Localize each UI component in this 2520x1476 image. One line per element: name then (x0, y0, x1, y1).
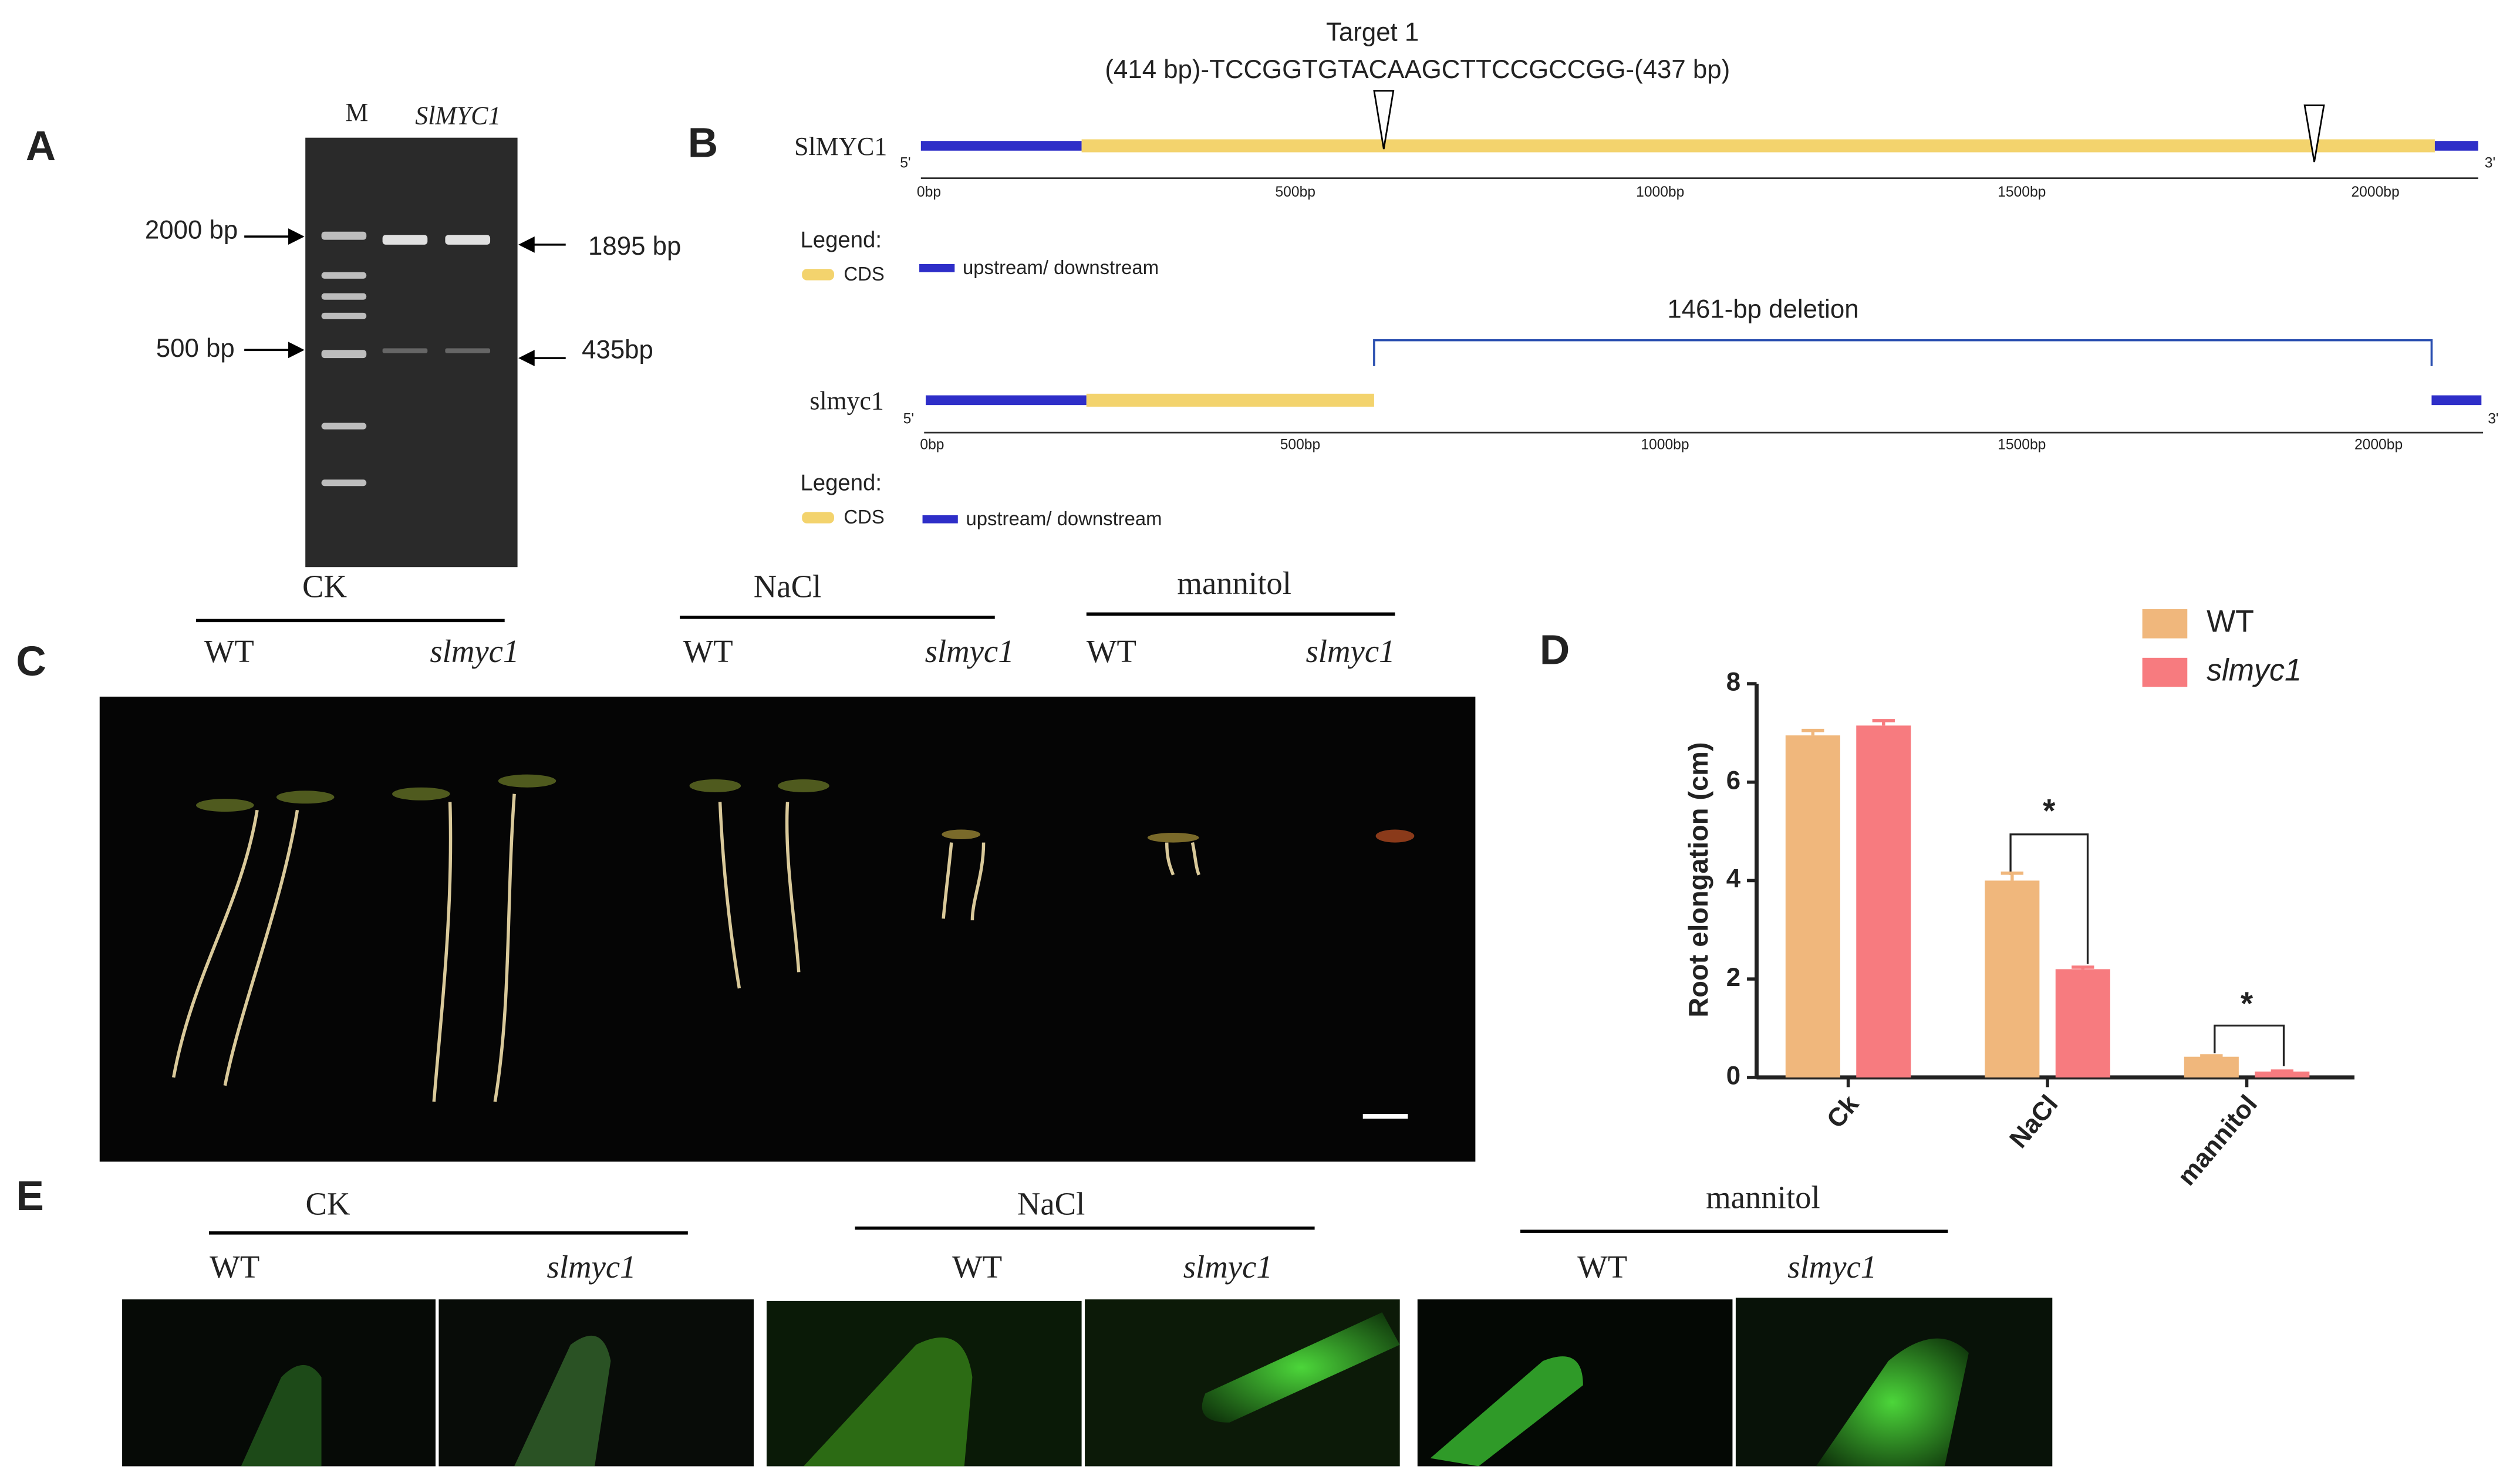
group-label: NaCl (1017, 1185, 1085, 1221)
size-label: 500 bp (156, 334, 235, 363)
fluorescence-panel: CK WT slmyc1 NaCl WT slmyc1 mannitol WT … (122, 1179, 2053, 1467)
panel-label: A (26, 123, 56, 170)
panel-label: D (1540, 626, 1570, 673)
legend-text: CDS (844, 263, 884, 285)
size-label: 2000 bp (145, 215, 238, 244)
target-sequence: (414 bp)-TCCGGTGTACAAGCTTCCGCCGG-(437 bp… (1105, 55, 1730, 84)
group-label: NaCl (754, 568, 822, 604)
axis-tick-label: 500bp (1280, 437, 1320, 453)
size-label: 1895 bp (588, 232, 681, 261)
panel-label: E (16, 1173, 43, 1220)
genotype-label: WT (1087, 633, 1136, 669)
genotype-label: WT (210, 1249, 259, 1285)
group-label: CK (302, 568, 347, 604)
y-tick-label: 4 (1726, 864, 1741, 893)
prime-label: 3' (2488, 411, 2498, 427)
legend-title: Legend: (800, 227, 882, 252)
legend-label: WT (2207, 605, 2254, 639)
group-label: mannitol (1706, 1179, 1820, 1215)
y-axis-label: Root elongation (cm) (1683, 742, 1713, 1018)
bar (1856, 725, 1911, 1078)
legend-title: Legend: (800, 471, 882, 496)
legend-text: upstream/ downstream (963, 256, 1159, 278)
prime-label: 3' (2485, 155, 2495, 171)
bar (1985, 880, 2040, 1078)
axis-tick-label: 1500bp (1998, 184, 2046, 200)
legend-label: slmyc1 (2207, 653, 2302, 687)
y-tick-label: 0 (1726, 1061, 1740, 1090)
significance-label: * (2043, 792, 2056, 829)
panel-label: B (688, 119, 718, 166)
axis-tick-label: 2000bp (2354, 437, 2403, 453)
genotype-label: slmyc1 (1787, 1249, 1877, 1285)
y-tick-label: 6 (1726, 766, 1740, 795)
target-title: Target 1 (1326, 18, 1419, 46)
prime-label: 5' (903, 411, 914, 427)
legend-text: CDS (844, 506, 884, 528)
axis-tick-label: 0bp (920, 437, 944, 453)
axis-tick-label: 2000bp (2351, 184, 2399, 200)
genotype-label: slmyc1 (1305, 633, 1395, 669)
track-label: SlMYC1 (794, 132, 887, 161)
genotype-label: slmyc1 (547, 1249, 636, 1285)
genotype-label: slmyc1 (430, 633, 519, 669)
axis-tick-label: 0bp (917, 184, 941, 200)
seedling-panel: CK WT slmyc1 NaCl WT slmyc1 mannitol WT … (99, 565, 1476, 1162)
size-label: 435bp (582, 336, 653, 364)
genotype-label: WT (683, 633, 733, 669)
axis-tick-label: 1000bp (1641, 437, 1689, 453)
gel: M SlMYC1 2000 bp 500 bp 1895 bp 435bp (145, 98, 681, 568)
deletion-label: 1461-bp deletion (1667, 295, 1858, 324)
legend-swatch (2142, 609, 2188, 639)
prime-label: 5' (900, 155, 910, 171)
genotype-label: WT (204, 633, 254, 669)
lane-label: SlMYC1 (415, 102, 501, 130)
y-tick-label: 2 (1726, 963, 1740, 992)
bar (1785, 735, 1840, 1078)
x-tick-label: NaCl (2004, 1090, 2064, 1154)
bar (2055, 969, 2110, 1078)
x-tick-label: mannitol (2172, 1090, 2263, 1191)
axis-tick-label: 1500bp (1998, 437, 2046, 453)
panel-label: C (16, 638, 46, 685)
bar (2184, 1056, 2239, 1078)
genotype-label: WT (1577, 1249, 1627, 1285)
axis-tick-label: 1000bp (1636, 184, 1684, 200)
genotype-label: slmyc1 (1183, 1249, 1273, 1285)
y-tick-label: 8 (1726, 668, 1740, 697)
group-label: CK (305, 1185, 350, 1221)
legend-text: upstream/ downstream (966, 508, 1162, 529)
track-label: slmyc1 (809, 386, 883, 415)
genotype-label: WT (952, 1249, 1002, 1285)
gene-diagram: Target 1 (414 bp)-TCCGGTGTACAAGCTTCCGCCG… (794, 18, 2499, 529)
genotype-label: slmyc1 (925, 633, 1014, 669)
legend-swatch (2142, 657, 2188, 687)
bar (2255, 1071, 2310, 1078)
lane-label: M (345, 98, 368, 127)
axis-tick-label: 500bp (1275, 184, 1315, 200)
group-label: mannitol (1177, 565, 1291, 601)
significance-label: * (2241, 985, 2254, 1022)
x-tick-label: Ck (1821, 1089, 1865, 1133)
bar-chart: Root elongation (cm) * * 0 2 4 6 8 Ck NaCl mann… (1683, 605, 2354, 1191)
